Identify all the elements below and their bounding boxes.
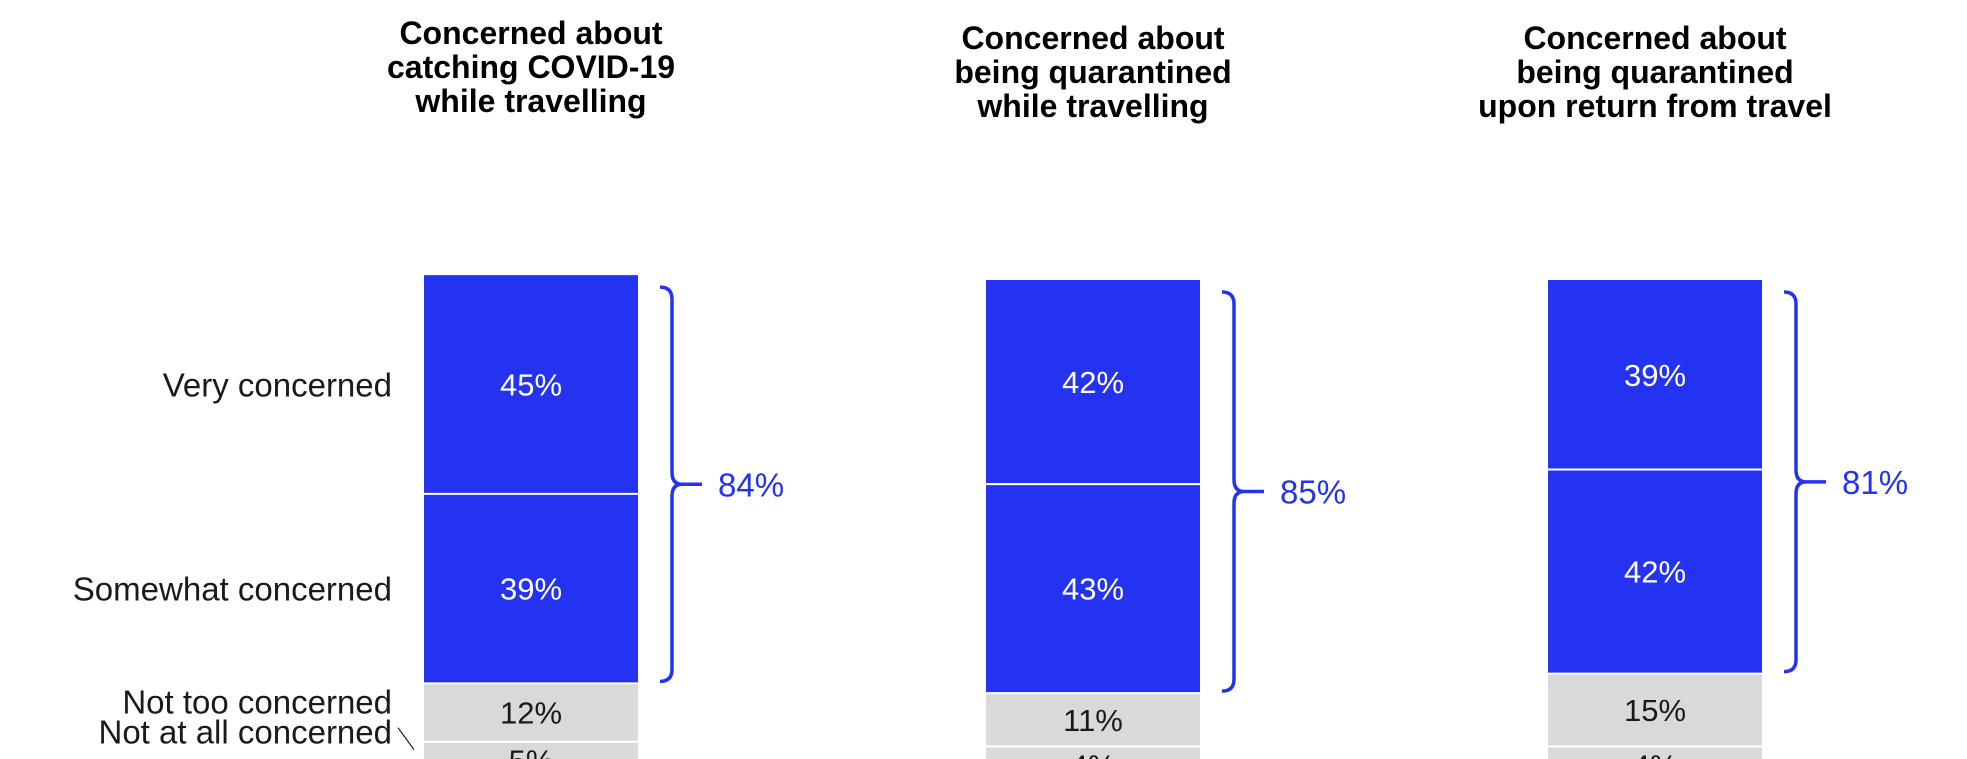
series-label-not-at-all-concerned: Not at all concerned bbox=[98, 714, 392, 751]
bar-segment-1-not-at-all-concerned bbox=[424, 741, 638, 759]
value-label-2-1: 42% bbox=[1062, 365, 1124, 400]
value-label-2-2: 43% bbox=[1062, 572, 1124, 607]
series-label-somewhat-concerned: Somewhat concerned bbox=[73, 571, 392, 608]
brace-3 bbox=[1783, 290, 1808, 674]
bar-segment-2-very-concerned bbox=[986, 280, 1200, 485]
series-label-very-concerned: Very concerned bbox=[163, 366, 392, 403]
leader-line bbox=[397, 727, 415, 751]
bar-segment-2-not-at-all-concerned bbox=[986, 746, 1200, 759]
total-label-2: 85% bbox=[1280, 474, 1346, 511]
bar-segment-2-not-too-concerned bbox=[986, 693, 1200, 747]
bar-segment-1-not-too-concerned bbox=[424, 683, 638, 742]
value-label-3-3: 15% bbox=[1624, 693, 1686, 728]
series-label-not-too-concerned: Not too concerned bbox=[122, 683, 392, 720]
value-label-1-3: 12% bbox=[500, 696, 562, 731]
value-label-3-2: 42% bbox=[1624, 555, 1686, 590]
value-label-1-2: 39% bbox=[500, 572, 562, 607]
bar-title-2: Concerned about being quarantined while tr… bbox=[954, 20, 1231, 124]
value-label-1-1: 45% bbox=[500, 367, 562, 402]
value-label-2-4: 4% bbox=[1071, 749, 1116, 759]
brace-1 bbox=[659, 285, 684, 684]
bar-title-1: Concerned about catching COVID-19 while tr… bbox=[387, 15, 675, 119]
bar-segment-1-very-concerned bbox=[424, 275, 638, 494]
bar-segment-3-very-concerned bbox=[1548, 280, 1762, 470]
bar-segment-3-not-too-concerned bbox=[1548, 673, 1762, 747]
brace-2 bbox=[1221, 290, 1246, 693]
bar-segment-3-not-at-all-concerned bbox=[1548, 746, 1762, 759]
value-label-3-1: 39% bbox=[1624, 358, 1686, 393]
total-label-3: 81% bbox=[1842, 464, 1908, 501]
bar-segment-3-somewhat-concerned bbox=[1548, 469, 1762, 674]
total-label-1: 84% bbox=[718, 466, 784, 503]
value-label-3-4: 4% bbox=[1633, 749, 1678, 759]
bar-segment-2-somewhat-concerned bbox=[986, 484, 1200, 694]
value-label-2-3: 11% bbox=[1063, 703, 1123, 738]
value-label-1-4: 5% bbox=[509, 744, 554, 759]
bar-segment-1-somewhat-concerned bbox=[424, 493, 638, 684]
bar-title-3: Concerned about being quarantined upon ret… bbox=[1478, 20, 1832, 124]
